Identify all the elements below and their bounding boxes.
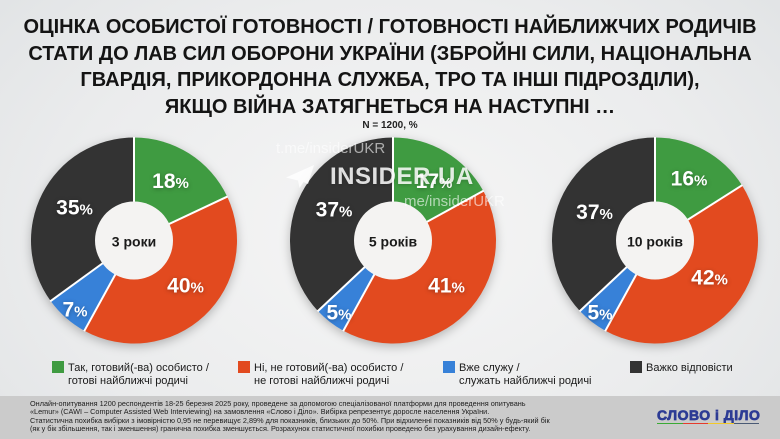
svg-text:41%: 41%	[428, 275, 465, 298]
svg-text:18%: 18%	[152, 170, 189, 193]
svg-text:5 років: 5 років	[369, 234, 418, 250]
svg-text:5%: 5%	[587, 302, 612, 325]
svg-text:17%: 17%	[416, 170, 453, 193]
svg-text:35%: 35%	[56, 197, 93, 220]
svg-text:37%: 37%	[576, 201, 613, 224]
svg-text:5%: 5%	[326, 302, 351, 325]
svg-text:40%: 40%	[167, 275, 204, 298]
svg-text:37%: 37%	[316, 199, 353, 222]
svg-text:16%: 16%	[671, 168, 708, 191]
svg-text:7%: 7%	[62, 299, 87, 322]
svg-text:10 років: 10 років	[627, 234, 683, 250]
svg-text:3 роки: 3 роки	[112, 234, 156, 250]
svg-text:42%: 42%	[691, 267, 728, 290]
